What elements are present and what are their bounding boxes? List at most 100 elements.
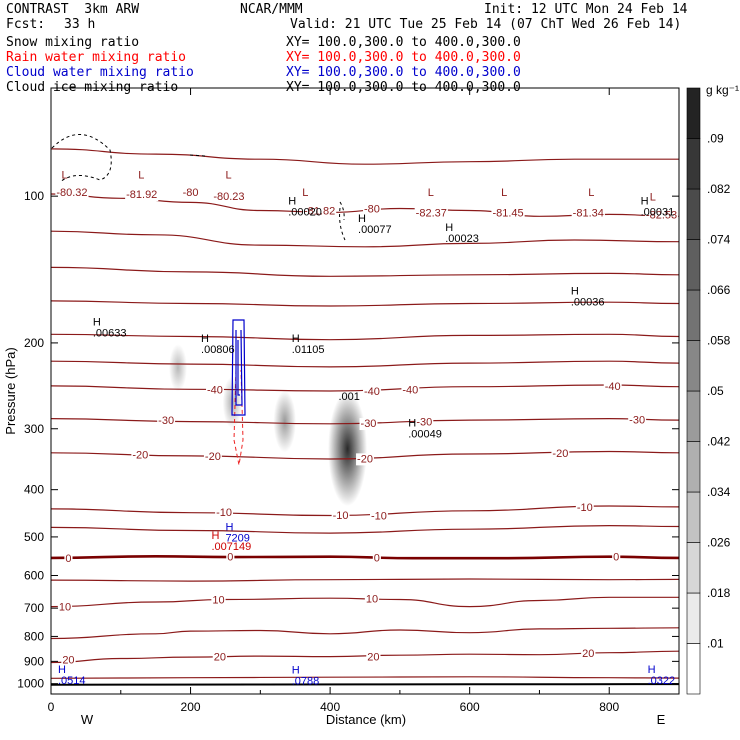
contour-label: -80.23: [213, 191, 244, 203]
colorbar-label: .034: [707, 485, 731, 499]
x-tick-label: 600: [460, 700, 480, 714]
snow-shading: [273, 390, 297, 453]
colorbar-label: .082: [707, 182, 731, 196]
contour-label-bg: [215, 507, 234, 520]
snow-shading: [328, 391, 368, 507]
contour-label-bg: [212, 191, 246, 204]
forecast-hour: 33 h: [64, 17, 96, 32]
x-end-label-left: W: [81, 712, 94, 727]
contour-label: -40: [207, 384, 223, 396]
extremum-marker: L: [138, 170, 144, 182]
extremum-value: 7209: [225, 532, 249, 544]
contour-label-bg: [366, 651, 381, 664]
contour-label: -40: [364, 386, 380, 398]
contour-label-bg: [603, 380, 622, 393]
extremum-marker: H: [571, 285, 579, 297]
contour-label-bg: [401, 384, 420, 397]
contour-label: 10: [212, 595, 224, 607]
colorbar-label: .09: [707, 132, 724, 146]
contour-label-bg: [157, 415, 176, 428]
contour-label: -81.45: [492, 207, 523, 219]
temperature-contour: [51, 266, 679, 277]
cloud-water-contour: [231, 319, 246, 416]
org-label: NCAR/MMM: [240, 2, 303, 17]
contour-label: 0: [613, 552, 619, 564]
temperature-contour: [51, 450, 679, 460]
contour-label: 20: [214, 652, 226, 664]
temperature-contour: [51, 554, 679, 560]
field-xy-rain: XY= 100.0,300.0 to 400.0,300.0: [286, 50, 521, 65]
contour-label-bg: [644, 209, 679, 222]
extremum-value: .00806: [201, 344, 235, 356]
y-tick-label: 800: [24, 629, 44, 643]
extremum-value: .00077: [358, 224, 392, 236]
colorbar-label: .026: [707, 536, 731, 550]
contour-label: -20: [132, 450, 148, 462]
temperature-contour: [51, 360, 679, 368]
contour-label: 10: [59, 602, 71, 614]
extremum-marker: L: [588, 187, 594, 199]
contour-label-bg: [414, 207, 448, 220]
field-xy-snow: XY= 100.0,300.0 to 400.0,300.0: [286, 35, 521, 50]
contour-label: -10: [333, 510, 349, 522]
colorbar-label: .018: [707, 586, 731, 600]
contour-label: -80: [183, 187, 199, 199]
x-axis-label: Distance (km): [326, 712, 406, 727]
extremum-marker: H: [93, 316, 101, 328]
x-tick-label: 400: [320, 700, 340, 714]
contour-label-bg: [575, 501, 594, 514]
y-tick-label: 600: [24, 569, 44, 583]
colorbar-segment: [686, 289, 701, 341]
contour-label-bg: [571, 207, 605, 220]
contour-label-bg: [415, 416, 434, 429]
field-name-snow: Snow mixing ratio: [6, 35, 140, 50]
x-tick-label: 0: [48, 700, 55, 714]
y-tick-label: 500: [24, 530, 44, 544]
extremum-marker: L: [61, 170, 67, 182]
colorbar-segment: [686, 188, 701, 240]
colorbar-segment: [686, 87, 701, 139]
temperature-contour: [51, 333, 679, 341]
contour-label-bg: [125, 189, 159, 202]
extremum-marker: L: [501, 187, 507, 199]
extremum-value: .00036: [571, 296, 605, 308]
model-title: CONTRAST 3km ARW: [6, 2, 140, 17]
contour-label: 20: [367, 651, 379, 663]
contour-label-bg: [61, 654, 76, 667]
colorbar-segment: [686, 542, 701, 594]
temperature-contour: [51, 300, 679, 307]
snow-shading: [168, 344, 187, 392]
contour-label: -20: [205, 451, 221, 463]
cloud-water-contour: [237, 340, 240, 396]
x-tick-label: 800: [599, 700, 619, 714]
extremum-value: .00031: [641, 206, 675, 218]
temperature-contour: [51, 505, 679, 517]
y-tick-label: 1000: [17, 677, 44, 691]
contour-label-bg: [55, 186, 89, 199]
contour-label-bg: [64, 552, 73, 565]
contour-label-bg: [370, 510, 388, 523]
y-tick-label: 700: [24, 601, 44, 615]
extremum-value: .00633: [93, 327, 127, 339]
contour-label-bg: [359, 418, 378, 431]
extremum-marker: L: [302, 187, 308, 199]
extremum-marker: H: [648, 664, 656, 676]
extremum-marker: H: [292, 664, 300, 676]
temperature-contour: [51, 578, 679, 582]
contour-label: 0: [227, 552, 233, 564]
contour-label: -10: [371, 511, 387, 523]
contour-label-bg: [211, 594, 226, 607]
y-tick-label: 900: [24, 654, 44, 668]
extremum-value: .0514: [58, 675, 86, 687]
extremum-marker: H: [292, 333, 300, 345]
contour-label-bg: [363, 203, 381, 216]
contour-label: -82.37: [416, 207, 447, 219]
contour-label-bg: [206, 384, 224, 397]
temperature-contour: [51, 524, 679, 534]
contour-label: -10: [577, 502, 593, 514]
extremum-marker: H: [445, 222, 453, 234]
contour-label-bg: [363, 386, 381, 399]
contour-label: -10: [216, 507, 232, 519]
contour-label-bg: [581, 648, 596, 661]
contour-label-bg: [131, 449, 150, 462]
